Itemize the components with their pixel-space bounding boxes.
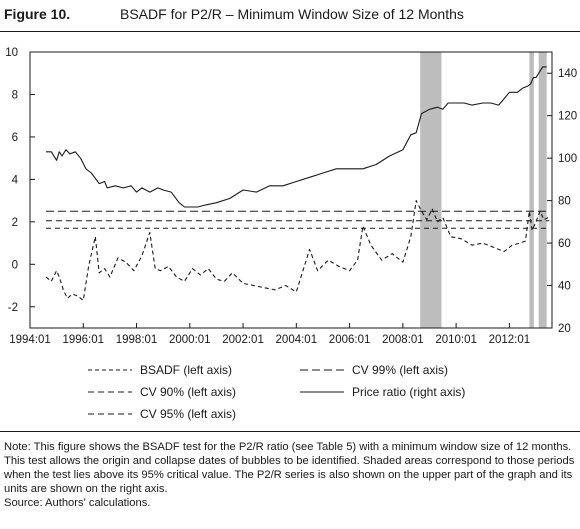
plot-frame <box>29 51 553 329</box>
x-tick-label: 1998:01 <box>116 334 158 346</box>
figure-notes: Note: This figure shows the BSADF test f… <box>4 440 576 510</box>
notes-divider <box>0 431 580 432</box>
series-lines <box>45 66 549 301</box>
legend-label: CV 90% (left axis) <box>140 385 237 399</box>
legend-swatch-dash-long <box>300 369 344 371</box>
price-ratio-line <box>46 66 547 208</box>
legend-label: Price ratio (right axis) <box>352 385 466 399</box>
legend-swatch-solid <box>300 391 344 393</box>
x-tick-label: 2004:01 <box>276 334 318 346</box>
x-tick-label: 1996:01 <box>62 334 104 346</box>
legend-label: CV 95% (left axis) <box>140 407 237 421</box>
figure-title: BSADF for P2/R – Minimum Window Size of … <box>120 6 464 22</box>
x-tick-label: 1994:01 <box>9 334 51 346</box>
left-tick-label: 8 <box>12 89 18 101</box>
shaded-period <box>420 52 442 328</box>
x-tick-label: 2000:01 <box>169 334 211 346</box>
legend-item-price-ratio: Price ratio (right axis) <box>300 383 465 401</box>
left-tick-label: 2 <box>12 217 18 229</box>
chart-axes: -2 0 2 4 6 8 10 20 40 60 80 100 120 140 1994:01 1996:01… <box>5 47 577 346</box>
right-tick-label: 80 <box>558 196 571 208</box>
right-tick-label: 20 <box>558 323 571 335</box>
bsadf-line <box>45 200 549 301</box>
note-text: Note: This figure shows the BSADF test f… <box>4 441 575 495</box>
left-tick-label: -2 <box>8 302 18 314</box>
legend-item-cv90: CV 90% (left axis) <box>88 383 236 401</box>
legend-swatch-dash-short <box>88 369 132 371</box>
right-tick-label: 100 <box>558 153 577 165</box>
shaded-period <box>529 52 534 328</box>
x-tick-label: 2002:01 <box>222 334 264 346</box>
left-tick-label: 6 <box>12 132 18 144</box>
left-tick-label: 4 <box>12 174 19 186</box>
right-tick-label: 120 <box>558 111 577 123</box>
right-tick-label: 60 <box>558 238 571 250</box>
legend-swatch-dash-medium <box>88 413 132 415</box>
legend-label: BSADF (left axis) <box>140 363 233 377</box>
left-tick-label: 10 <box>5 47 18 59</box>
right-tick-label: 40 <box>558 281 571 293</box>
legend-item-cv95: CV 95% (left axis) <box>88 405 236 423</box>
shaded-periods <box>420 52 547 328</box>
x-tick-label: 2010:01 <box>435 334 477 346</box>
legend-item-bsadf: BSADF (left axis) <box>88 361 232 379</box>
x-tick-label: 2008:01 <box>382 334 424 346</box>
legend-label: CV 99% (left axis) <box>352 363 449 377</box>
source-text: Source: Authors' calculations. <box>4 497 151 509</box>
legend-swatch-dash-medium <box>88 391 132 393</box>
figure-label: Figure 10. <box>4 6 71 22</box>
left-tick-label: 0 <box>12 259 18 271</box>
figure-header: Figure 10. BSADF for P2/R – Minimum Wind… <box>0 0 580 30</box>
legend-item-cv99: CV 99% (left axis) <box>300 361 448 379</box>
x-tick-label: 2012:01 <box>489 334 531 346</box>
right-tick-label: 140 <box>558 68 577 80</box>
shaded-period <box>538 52 547 328</box>
header-divider <box>0 31 580 32</box>
critical-value-lines <box>45 210 550 229</box>
x-tick-label: 2006:01 <box>329 334 371 346</box>
chart-legend: BSADF (left axis) CV 99% (left axis) CV … <box>0 361 580 427</box>
bsadf-chart: -2 0 2 4 6 8 10 20 40 60 80 100 120 140 1994:01 1996:01… <box>5 47 577 346</box>
